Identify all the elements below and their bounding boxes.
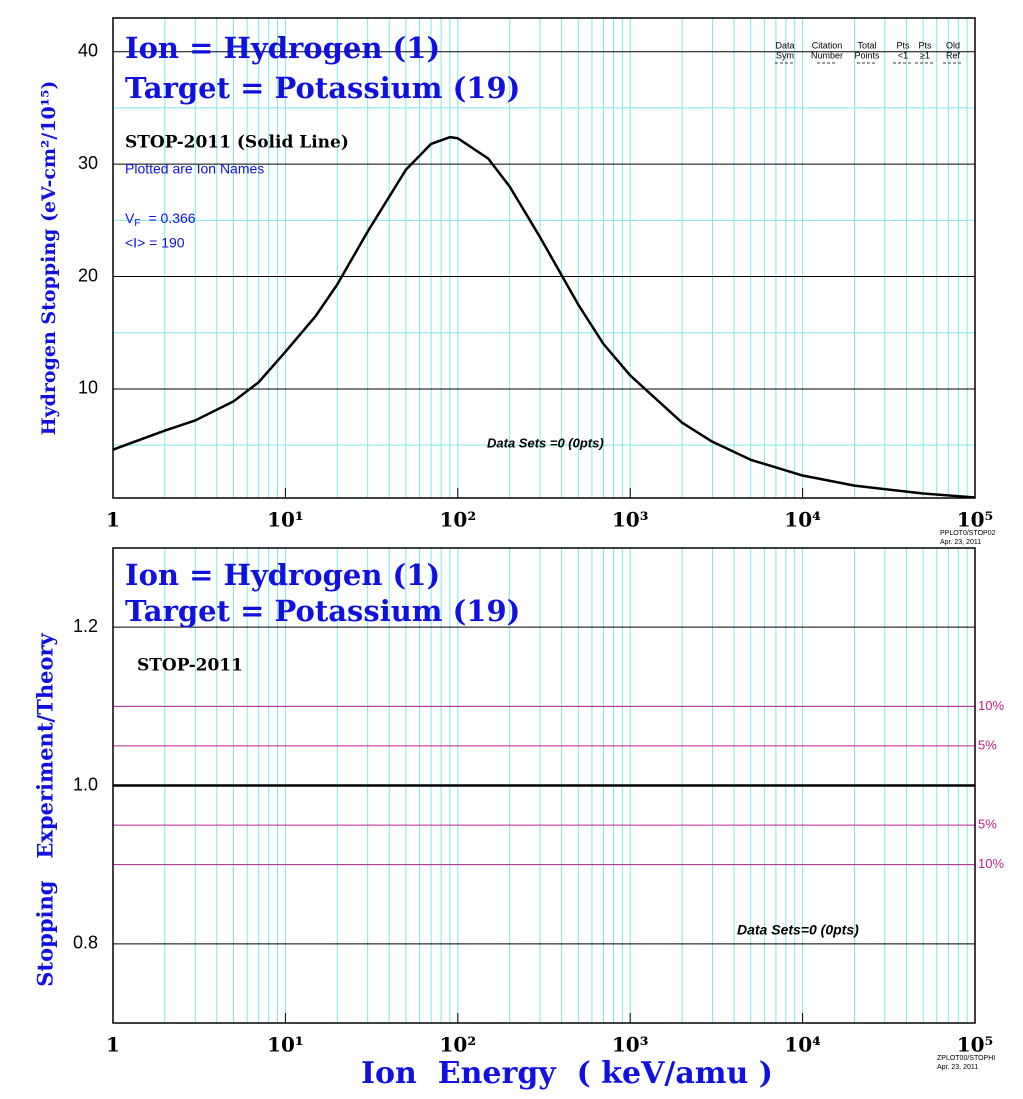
- title-line: Ion = Hydrogen (1): [125, 31, 440, 65]
- legend-header: Number: [811, 50, 843, 60]
- legend-header: <1: [898, 50, 908, 60]
- y-tick-label: 1.2: [73, 616, 98, 636]
- reference-label: 10%: [978, 856, 1004, 871]
- footer: Apr. 23, 2011: [937, 1064, 978, 1071]
- title-line: Target = Potassium (19): [125, 594, 520, 628]
- vf-text: = 0.366: [148, 210, 195, 226]
- plot-frame: [112, 17, 976, 499]
- x-tick-label: 10³: [612, 1033, 649, 1057]
- legend-header: Data: [775, 40, 794, 50]
- x-tick-label: 10⁵: [957, 1033, 994, 1057]
- footer: ZPLOT00/STOPHI: [937, 1055, 995, 1062]
- vf-sub: F: [134, 218, 140, 229]
- x-tick-label: 1: [106, 1033, 120, 1057]
- legend-header: Sym: [776, 50, 794, 60]
- legend-header: ≥1: [920, 50, 930, 60]
- legend-header: Old: [946, 40, 960, 50]
- x-tick-label: 10²: [440, 1033, 477, 1057]
- x-tick-label: 10⁴: [784, 508, 821, 532]
- x-tick-label: 10¹: [267, 1033, 304, 1057]
- x-tick-label: 1: [106, 508, 120, 532]
- x-axis-label: Ion Energy ( keV/amu ): [361, 1056, 773, 1091]
- reference-label: 5%: [978, 737, 997, 752]
- vf-symbol: V: [125, 210, 135, 226]
- model-label: STOP-2011 (Solid Line): [125, 133, 349, 153]
- model-label: STOP-2011: [137, 656, 243, 676]
- legend-header: Total: [857, 40, 876, 50]
- x-tick-label: 10¹: [267, 508, 304, 532]
- mean-i: <I> = 190: [125, 235, 185, 251]
- legend-header: Ref: [946, 50, 961, 60]
- y-tick-label: 0.8: [73, 933, 98, 953]
- y-tick-label: 40: [78, 40, 98, 60]
- y-tick-label: 10: [78, 378, 98, 398]
- title-line: Target = Potassium (19): [125, 71, 520, 105]
- label-layer: Ion = Hydrogen (1) Target = Potassium (1…: [33, 31, 1005, 1091]
- y-tick-label: 20: [78, 265, 98, 285]
- legend-header: Pts: [918, 40, 932, 50]
- title-line: Ion = Hydrogen (1): [125, 558, 440, 592]
- plot-frame: [112, 547, 976, 1024]
- legend-header: Citation: [812, 40, 843, 50]
- footer: Apr. 23, 2011: [940, 539, 981, 546]
- subtitle: Plotted are Ion Names: [125, 161, 264, 177]
- reference-label: 10%: [978, 698, 1004, 713]
- vf-annotation: VF = 0.366: [125, 210, 196, 229]
- y-tick-label: 30: [78, 153, 98, 173]
- mark-layer: [112, 17, 976, 1024]
- x-tick-label: 10⁵: [957, 508, 994, 532]
- x-tick-label: 10³: [612, 508, 649, 532]
- y-tick-label: 1.0: [73, 774, 98, 794]
- legend-header: Pts: [896, 40, 910, 50]
- y-axis-label: Stopping Experiment/Theory: [33, 632, 58, 986]
- y-axis-label: Hydrogen Stopping (eV-cm²/10¹⁵): [38, 81, 60, 436]
- data-sets: Data Sets =0 (0pts): [487, 435, 604, 450]
- footer: PPLOT0/STOP02: [940, 530, 996, 537]
- x-tick-label: 10²: [440, 508, 477, 532]
- reference-label: 5%: [978, 817, 997, 832]
- x-tick-label: 10⁴: [784, 1033, 821, 1057]
- legend-header: Points: [854, 50, 880, 60]
- data-line: [112, 135, 976, 499]
- data-sets: Data Sets=0 (0pts): [737, 922, 859, 938]
